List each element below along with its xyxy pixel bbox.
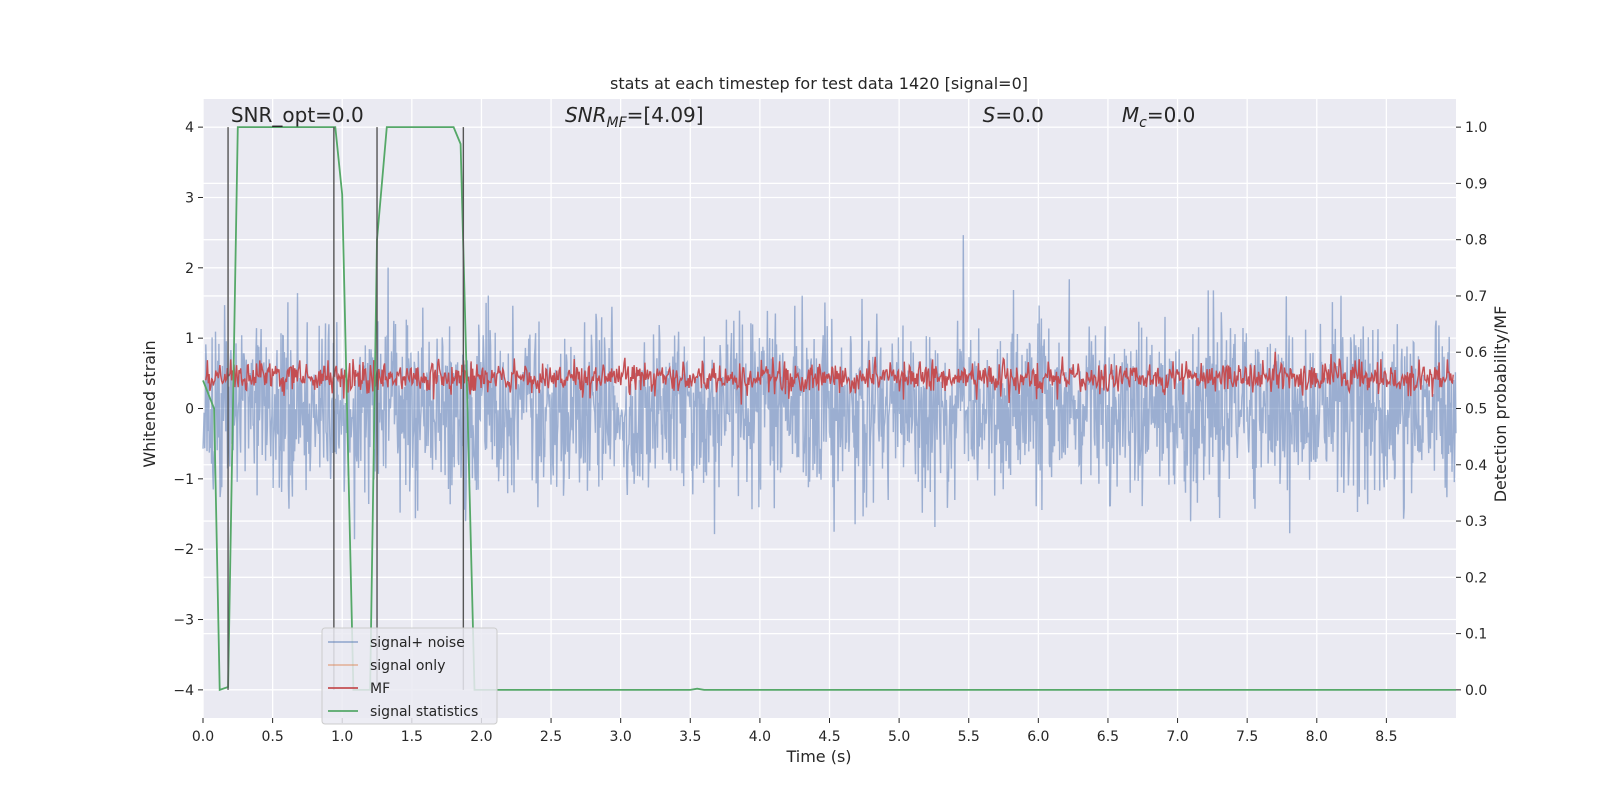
y-tick-label: 3 — [185, 190, 194, 206]
x-axis-label: Time (s) — [785, 747, 851, 766]
x-tick-label: 3.0 — [610, 729, 632, 745]
x-tick-label: 4.5 — [818, 729, 840, 745]
annotation-1: SNRMF=[4.09] — [565, 103, 704, 131]
y2-tick-label: 0.8 — [1465, 233, 1487, 249]
x-tick-label: 6.5 — [1097, 729, 1119, 745]
x-tick-label: 2.5 — [540, 729, 562, 745]
chart-title: stats at each timestep for test data 142… — [610, 74, 1028, 93]
legend-label: signal statistics — [370, 704, 478, 720]
right-y-axis-ticks: 0.0 0.1 0.2 0.3 0.4 0.5 0.6 0.7 0.8 0.9 1.0 — [1456, 120, 1487, 699]
left-y-axis-label: Whitened strain — [140, 340, 159, 467]
y-tick-label: 2 — [185, 261, 194, 277]
legend-label: signal+ noise — [370, 635, 465, 651]
x-tick-label: 8.5 — [1375, 729, 1397, 745]
signal-statistics-series — [202, 126, 1456, 692]
x-tick-label: 5.5 — [958, 729, 980, 745]
y2-tick-label: 0.0 — [1465, 683, 1487, 699]
legend: signal+ noise signal only MF signal statist… — [321, 627, 498, 725]
y-tick-label: −4 — [173, 683, 194, 699]
y2-tick-label: 0.9 — [1465, 176, 1487, 192]
x-tick-label: 7.0 — [1166, 729, 1188, 745]
left-y-axis-ticks: −4 −3 −2 −1 0 1 2 3 4 — [173, 120, 203, 699]
x-tick-label: 6.0 — [1027, 729, 1049, 745]
y-tick-label: −1 — [173, 472, 194, 488]
marker-lines — [227, 127, 465, 690]
x-tick-label: 5.0 — [888, 729, 910, 745]
y2-tick-label: 0.5 — [1465, 402, 1487, 418]
x-tick-label: 4.0 — [749, 729, 771, 745]
annotation-3: Mc=0.0 — [1122, 103, 1196, 131]
x-tick-label: 3.5 — [679, 729, 701, 745]
x-tick-label: 1.5 — [401, 729, 423, 745]
annotations: SNR_opt=0.0 SNRMF=[4.09] S=0.0 Mc=0.0 — [231, 103, 1196, 131]
right-y-axis-label: Detection probability/MF — [1491, 306, 1510, 503]
y-tick-label: −2 — [173, 542, 194, 558]
y-tick-label: 4 — [185, 120, 194, 136]
x-tick-label: 1.0 — [331, 729, 353, 745]
y2-tick-label: 0.3 — [1465, 514, 1487, 530]
legend-label: MF — [370, 681, 390, 697]
y2-tick-label: 0.2 — [1465, 570, 1487, 586]
legend-label: signal only — [370, 658, 445, 674]
annotation-2: S=0.0 — [983, 103, 1044, 127]
y-tick-label: −3 — [173, 613, 194, 629]
mf-line — [205, 351, 1454, 405]
y-tick-label: 0 — [185, 402, 194, 418]
y-tick-label: 1 — [185, 331, 194, 347]
mf-series — [205, 351, 1454, 405]
x-tick-label: 7.5 — [1236, 729, 1258, 745]
legend-box — [321, 627, 498, 725]
x-tick-label: 8.0 — [1306, 729, 1328, 745]
x-axis-ticks: 0.0 0.5 1.0 1.5 2.0 2.5 3.0 3.5 4.0 4.5 5.0 5.5 6.0 6… — [192, 718, 1398, 745]
x-tick-label: 2.0 — [470, 729, 492, 745]
x-tick-label: 0.5 — [261, 729, 283, 745]
annotation-0: SNR_opt=0.0 — [231, 103, 364, 127]
y2-tick-label: 0.1 — [1465, 627, 1487, 643]
y2-tick-label: 0.6 — [1465, 345, 1487, 361]
y2-tick-label: 0.7 — [1465, 289, 1487, 305]
x-tick-label: 0.0 — [192, 729, 214, 745]
y2-tick-label: 0.4 — [1465, 458, 1487, 474]
y2-tick-label: 1.0 — [1465, 120, 1487, 136]
signal-statistics-line — [202, 126, 1456, 692]
